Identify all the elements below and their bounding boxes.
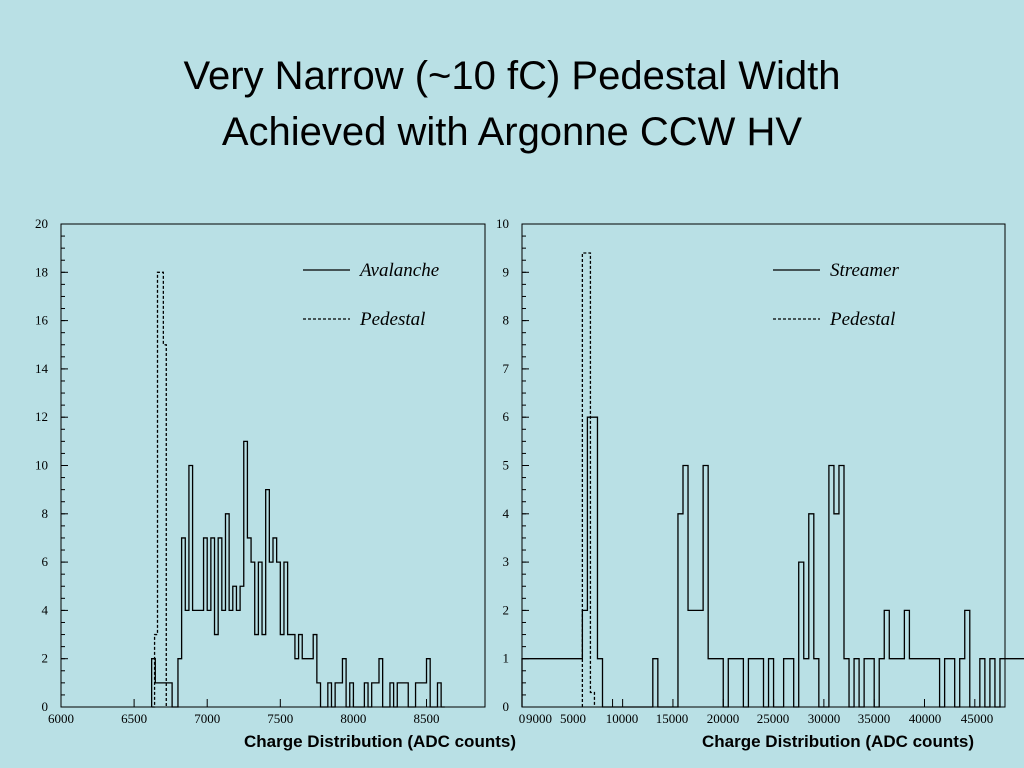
x-tick-label: 7500 [267,711,293,726]
series-pedestal [151,271,167,708]
y-tick-label: 6 [503,409,510,424]
x-tick-label: 6000 [48,711,74,726]
legend-label: Pedestal [359,309,425,330]
y-tick-label: 9 [503,264,510,279]
y-tick-label: 2 [42,651,49,666]
x-tick-label: 0 [519,711,526,726]
x-axis-label: Charge Distribution (ADC counts) [702,732,974,751]
plot-frame [60,223,486,708]
y-tick-label: 16 [35,313,49,328]
x-tick-label: 20000 [707,711,740,726]
y-tick-label: 1 [503,651,510,666]
legend-label: Avalanche [358,260,439,281]
title-line-2: Achieved with Argonne CCW HV [221,110,803,154]
x-tick-label: 35000 [858,711,891,726]
x-tick-label: 40000 [909,711,942,726]
y-tick-label: 2 [503,602,510,617]
y-tick-label: 0 [503,699,510,714]
y-tick-label: 14 [35,361,49,376]
legend-label: Pedestal [829,309,895,330]
x-tick-label: 15000 [656,711,689,726]
series-avalanche [150,440,445,708]
y-tick-label: 6 [42,554,49,569]
x-tick-label: 8000 [340,711,366,726]
y-tick-label: 18 [35,264,48,279]
y-tick-label: 20 [35,216,48,231]
x-tick-label: 8500 [414,711,440,726]
x-tick-label: 30000 [808,711,841,726]
y-tick-label: 0 [42,699,49,714]
x-tick-label: 9000 [526,711,552,726]
x-tick-label: 6500 [121,711,147,726]
x-tick-label: 5000 [560,711,586,726]
x-tick-label: 45000 [961,711,994,726]
y-tick-label: 12 [35,409,48,424]
y-tick-label: 4 [503,506,510,521]
slide-title: Very Narrow (~10 fC) Pedestal Width Achi… [0,48,1024,160]
y-tick-label: 8 [42,506,49,521]
x-tick-label: 25000 [757,711,790,726]
x-axis-label: Charge Distribution (ADC counts) [244,732,516,751]
legend-label: Streamer [830,260,900,281]
plot-frame [521,223,1006,708]
series-pedestal [581,252,596,707]
x-tick-label: 7000 [194,711,220,726]
x-tick-label: 10000 [606,711,639,726]
title-line-1: Very Narrow (~10 fC) Pedestal Width [183,54,841,98]
y-tick-label: 8 [503,313,510,328]
y-tick-label: 5 [503,458,510,473]
y-tick-label: 10 [35,458,48,473]
y-tick-label: 7 [503,361,510,376]
y-tick-label: 3 [503,554,510,569]
y-tick-label: 4 [42,602,49,617]
series-streamer [521,416,1024,708]
y-tick-label: 10 [496,216,509,231]
